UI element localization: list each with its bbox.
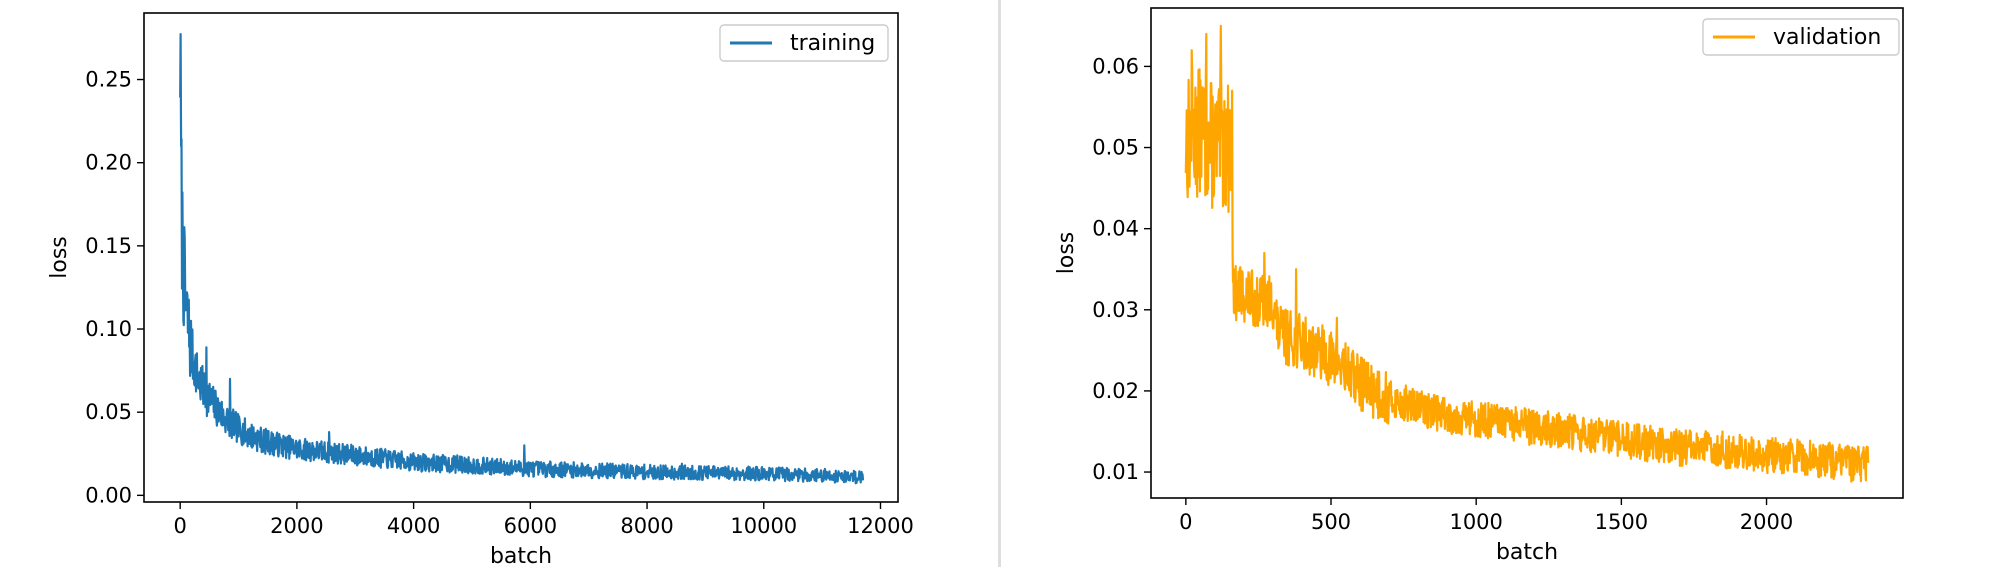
y-axis-label: loss (47, 236, 72, 279)
x-tick-label: 1500 (1595, 510, 1648, 534)
y-tick-label: 0.20 (85, 151, 132, 175)
x-tick-label: 1000 (1449, 510, 1502, 534)
x-tick-label: 6000 (504, 514, 557, 538)
axes-frame (143, 12, 899, 503)
y-tick-label: 0.06 (1092, 54, 1139, 78)
y-tick-label: 0.02 (1092, 379, 1139, 403)
y-tick-label: 0.01 (1092, 460, 1139, 484)
y-tick-label: 0.00 (85, 483, 132, 507)
training-loss-plot: 0 2000 4000 6000 8000 10000 12000 0.00 0.05 0.10 0… (47, 12, 914, 567)
x-tick-label: 0 (1179, 510, 1192, 534)
legend: validation (1702, 18, 1900, 56)
legend: training (719, 24, 889, 62)
legend-label: validation (1773, 25, 1881, 50)
x-tick-label: 12000 (847, 514, 914, 538)
panel-divider (998, 0, 1001, 567)
y-tick-label: 0.03 (1092, 298, 1139, 322)
validation-loss-chart: 0 500 1000 1500 2000 0.01 0.02 0.03 0.04 0.05 0.06… (1001, 0, 2000, 567)
y-tick-label: 0.05 (1092, 136, 1139, 160)
x-tick-label: 2000 (270, 514, 323, 538)
legend-box (1702, 18, 1900, 56)
x-tick-label: 2000 (1740, 510, 1793, 534)
y-axis-label: loss (1054, 232, 1079, 275)
y-tick-label: 0.10 (85, 317, 132, 341)
x-axis-label: batch (490, 544, 552, 567)
training-loss-chart: 0 2000 4000 6000 8000 10000 12000 0.00 0.05 0.10 0… (0, 0, 998, 567)
x-tick-label: 4000 (387, 514, 440, 538)
axes-frame (1150, 7, 1904, 499)
validation-loss-plot: 0 500 1000 1500 2000 0.01 0.02 0.03 0.04 0.05 0.06… (1054, 7, 1904, 565)
series-line-training (179, 33, 865, 485)
x-tick-label: 10000 (730, 514, 797, 538)
y-tick-label: 0.15 (85, 234, 132, 258)
legend-label: training (790, 31, 875, 56)
x-tick-label: 0 (173, 514, 186, 538)
y-tick-label: 0.04 (1092, 217, 1139, 241)
series-line-validation (1184, 24, 1870, 483)
x-tick-label: 500 (1311, 510, 1351, 534)
y-tick-label: 0.25 (85, 68, 132, 92)
y-tick-label: 0.05 (85, 400, 132, 424)
x-axis-label: batch (1496, 540, 1558, 565)
legend-box (719, 24, 889, 62)
x-tick-label: 8000 (620, 514, 673, 538)
